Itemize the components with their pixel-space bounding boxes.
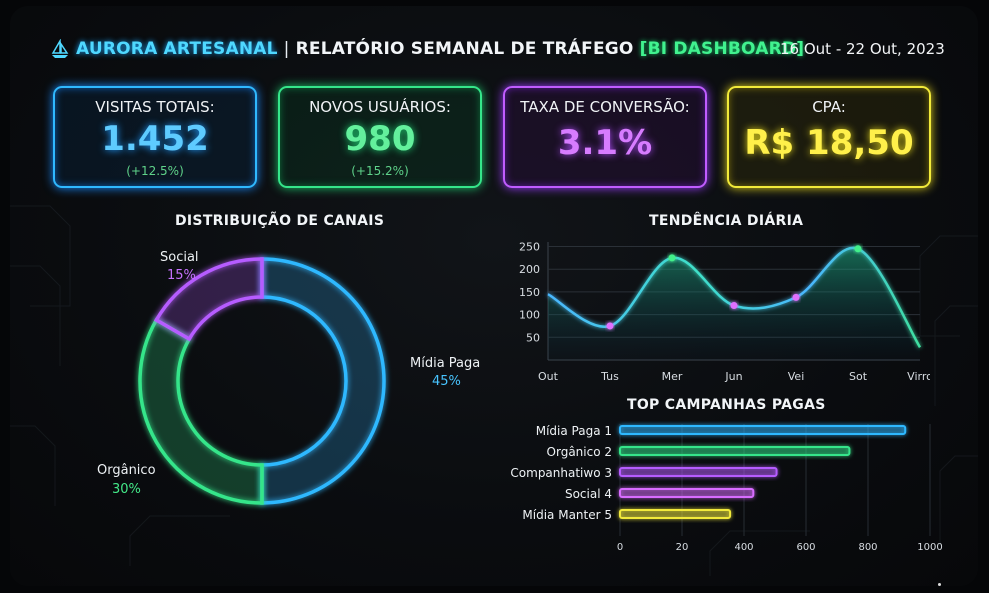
x-tick-label: Vei (788, 370, 805, 383)
sailboat-logo-icon (51, 39, 69, 58)
dashboard-header: AURORA ARTESANAL | RELATÓRIO SEMANAL DE … (50, 36, 804, 62)
kpi-value: 1.452 (101, 119, 209, 159)
bar-category-label: Mídia Paga 1 (536, 424, 612, 438)
x-tick-label: Mer (662, 370, 683, 383)
kpi-label: NOVOS USUÁRIOS: (309, 98, 451, 116)
slice-pct-organic: 30% (112, 482, 141, 497)
channel-donut-chart (138, 257, 386, 505)
slice-paid-media[interactable] (260, 257, 386, 505)
kpi-card-new-users[interactable]: NOVOS USUÁRIOS: 980 (+15.2%) (278, 86, 482, 188)
date-range: 16 Out - 22 Out, 2023 (780, 40, 945, 58)
indicator-dot (938, 583, 941, 586)
report-title: RELATÓRIO SEMANAL DE TRÁFEGO (295, 39, 634, 59)
dashboard-tag: [BI DASHBOARD] (639, 39, 805, 59)
slice-organic[interactable] (138, 317, 264, 505)
kpi-card-conversion-rate[interactable]: TAXA DE CONVERSÃO: 3.1% (503, 86, 707, 188)
kpi-card-total-visits[interactable]: VISITAS TOTAIS: 1.452 (+12.5%) (53, 86, 257, 188)
kpi-change: (+15.2%) (351, 164, 409, 178)
y-tick-label: 200 (519, 263, 540, 276)
slice-pct-paid-media: 45% (432, 374, 461, 389)
trend-point[interactable] (792, 293, 800, 301)
trend-point[interactable] (606, 322, 614, 330)
circuit-background (10, 205, 978, 576)
slice-label-paid-media: Mídia Paga (410, 356, 481, 371)
x-tick-label: Jun (724, 370, 742, 383)
trend-point[interactable] (668, 254, 676, 262)
bar-category-label: Social 4 (565, 487, 612, 501)
x-tick-label: Sot (849, 370, 868, 383)
x-tick-label: 20 (676, 542, 689, 553)
kpi-card-cpa[interactable]: CPA: R$ 18,50 (727, 86, 931, 188)
x-tick-label: 800 (858, 542, 877, 553)
top-campaigns-title: TOP CAMPANHAS PAGAS (627, 397, 826, 413)
daily-trend-chart: 50 100 150 200 250 Out Tus Mer Jun Vei Sot Virro (519, 241, 930, 383)
campaign-bar[interactable] (619, 467, 778, 477)
campaign-bar[interactable] (619, 509, 732, 519)
slice-label-social: Social (160, 250, 199, 265)
slice-social[interactable] (153, 257, 264, 342)
x-tick-label: 600 (796, 542, 815, 553)
trend-area-fill (548, 247, 920, 360)
x-tick-label: 0 (617, 542, 623, 553)
slice-pct-social: 15% (167, 268, 196, 283)
campaign-bar[interactable] (619, 488, 755, 498)
kpi-value: 980 (344, 119, 416, 159)
kpi-label: VISITAS TOTAIS: (95, 98, 215, 116)
bar-category-label: Companhatiwo 3 (510, 466, 612, 480)
kpi-value: R$ 18,50 (744, 123, 914, 163)
daily-trend-title: TENDÊNCIA DIÁRIA (649, 213, 804, 229)
slice-label-organic: Orgânico (97, 463, 156, 478)
x-tick-label: Out (538, 370, 559, 383)
bar-category-label: Orgânico 2 (547, 445, 612, 459)
y-tick-label: 100 (519, 309, 540, 322)
y-tick-label: 50 (526, 331, 540, 344)
x-tick-label: 400 (734, 542, 753, 553)
title-separator: | (283, 39, 290, 59)
kpi-change: (+12.5%) (126, 164, 184, 178)
channel-distribution-title: DISTRIBUIÇÃO DE CANAIS (175, 213, 385, 229)
brand-name: AURORA ARTESANAL (76, 39, 278, 59)
campaign-bar[interactable] (619, 425, 907, 435)
x-tick-label: Tus (600, 370, 619, 383)
y-tick-label: 150 (519, 286, 540, 299)
dashboard-frame: AURORA ARTESANAL | RELATÓRIO SEMANAL DE … (10, 6, 978, 586)
x-tick-label: 1000 (917, 542, 942, 553)
trend-point[interactable] (730, 302, 738, 310)
y-tick-label: 250 (519, 241, 540, 254)
x-tick-label: Virro (907, 370, 930, 383)
campaign-bar[interactable] (619, 446, 851, 456)
kpi-label: TAXA DE CONVERSÃO: (520, 98, 690, 116)
trend-point[interactable] (854, 245, 862, 253)
top-campaigns-chart: 0 20 400 600 800 1000 Mídia Paga 1 Orgânico 2 C… (510, 424, 943, 553)
kpi-value: 3.1% (557, 123, 653, 163)
bar-category-label: Mídia Manter 5 (522, 508, 612, 522)
kpi-label: CPA: (812, 98, 846, 116)
